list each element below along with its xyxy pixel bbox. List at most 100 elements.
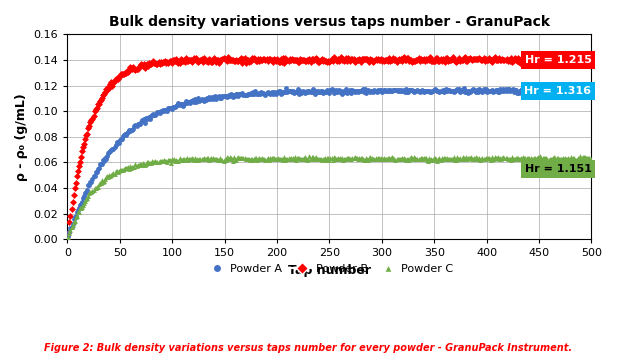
Point — [229, 92, 239, 97]
Point — [118, 133, 128, 139]
Point — [141, 161, 151, 166]
Point — [318, 58, 328, 64]
Point — [79, 193, 89, 199]
Point — [239, 56, 249, 61]
Point — [431, 155, 441, 161]
Point — [218, 55, 228, 61]
Point — [68, 219, 78, 225]
Point — [260, 92, 270, 97]
Point — [380, 58, 390, 63]
Point — [395, 156, 405, 162]
Point — [565, 56, 574, 62]
Point — [133, 162, 143, 168]
Point — [572, 157, 582, 163]
Point — [447, 56, 457, 62]
Point — [323, 87, 333, 92]
Point — [470, 56, 480, 62]
Point — [218, 93, 228, 99]
Point — [566, 156, 576, 162]
Point — [137, 62, 147, 68]
Point — [350, 89, 360, 95]
Point — [493, 154, 503, 160]
Point — [488, 56, 498, 62]
Point — [175, 155, 184, 161]
Point — [213, 58, 223, 63]
Point — [355, 156, 365, 162]
Point — [251, 59, 261, 64]
Point — [383, 58, 393, 64]
Point — [491, 87, 501, 93]
Point — [548, 88, 558, 93]
Point — [355, 88, 365, 94]
Point — [365, 56, 375, 62]
Point — [587, 157, 597, 162]
Point — [147, 158, 157, 163]
Point — [415, 89, 424, 94]
Point — [259, 56, 268, 62]
Point — [272, 89, 282, 95]
Point — [201, 97, 210, 103]
Point — [302, 89, 312, 95]
Point — [349, 155, 358, 161]
Point — [523, 59, 532, 64]
Point — [72, 209, 81, 215]
Point — [246, 90, 255, 96]
Point — [581, 55, 591, 61]
Point — [215, 95, 225, 101]
Point — [579, 58, 589, 64]
Point — [137, 162, 147, 168]
Point — [540, 155, 550, 160]
Point — [318, 156, 328, 162]
Point — [488, 89, 498, 95]
Title: Bulk density variations versus taps number - GranuPack: Bulk density variations versus taps numb… — [109, 15, 550, 29]
Point — [65, 228, 75, 233]
Point — [305, 88, 315, 94]
Point — [162, 108, 172, 113]
Point — [164, 158, 174, 163]
Point — [176, 57, 186, 63]
Point — [349, 56, 358, 62]
Point — [412, 57, 421, 63]
Point — [110, 142, 120, 148]
Point — [362, 157, 372, 162]
Point — [173, 100, 183, 106]
Point — [545, 55, 555, 61]
Point — [582, 56, 592, 62]
Point — [441, 55, 450, 61]
Point — [197, 60, 207, 65]
Point — [65, 219, 75, 225]
Point — [70, 218, 80, 224]
Point — [70, 214, 80, 220]
Point — [355, 57, 365, 62]
Point — [380, 87, 390, 93]
Point — [252, 157, 262, 163]
Point — [524, 157, 534, 163]
Point — [116, 137, 126, 142]
Point — [468, 156, 478, 162]
Point — [65, 230, 75, 236]
Point — [347, 155, 357, 160]
Point — [151, 158, 160, 164]
Point — [102, 154, 112, 159]
Point — [204, 56, 214, 62]
Point — [497, 156, 507, 162]
Point — [141, 62, 151, 67]
Point — [296, 156, 306, 162]
Point — [270, 90, 280, 95]
Point — [439, 57, 449, 62]
Point — [462, 156, 471, 162]
Point — [387, 88, 397, 94]
Point — [431, 58, 441, 64]
Point — [154, 59, 164, 65]
Point — [341, 156, 351, 162]
Point — [77, 204, 87, 209]
Point — [117, 136, 126, 142]
Point — [473, 56, 483, 61]
Point — [62, 236, 72, 242]
Point — [524, 87, 534, 93]
Point — [300, 90, 310, 95]
Point — [308, 56, 318, 62]
Point — [226, 155, 236, 161]
Point — [353, 156, 363, 162]
Point — [344, 88, 354, 94]
